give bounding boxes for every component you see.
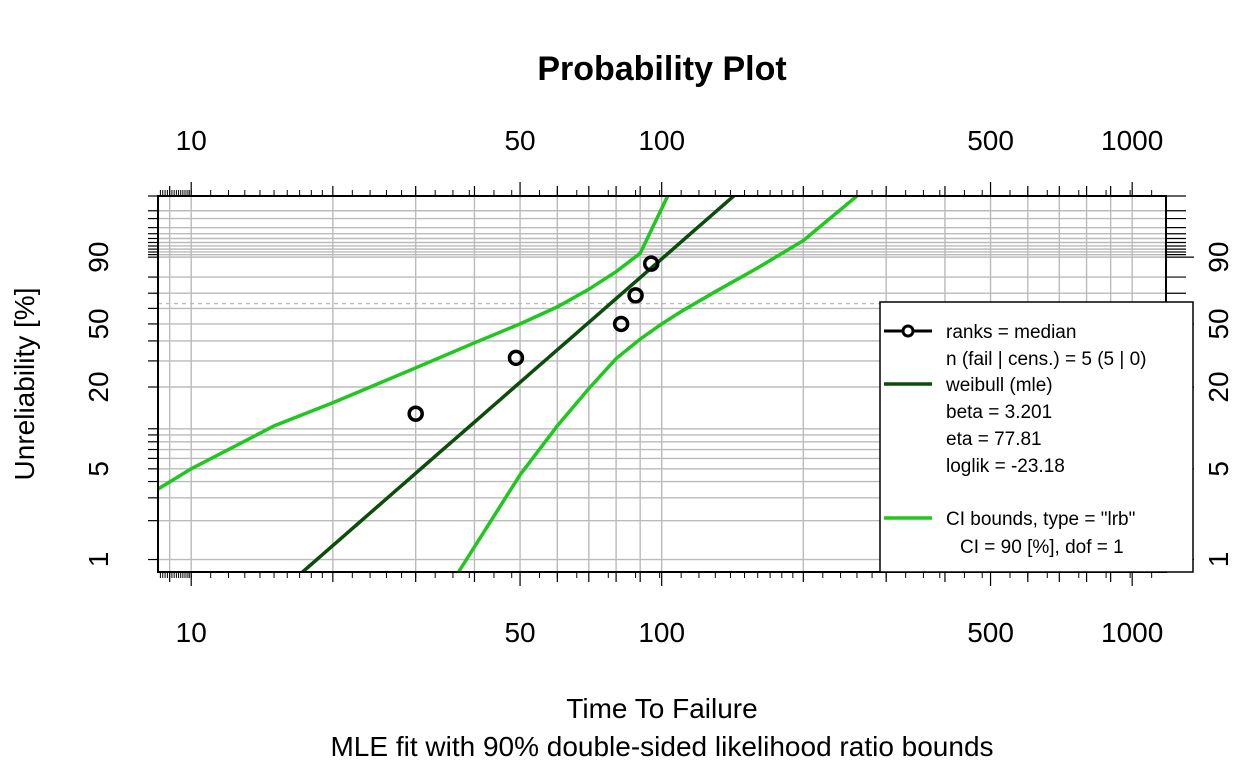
legend: ranks = median n (fail | cens.) = 5 (5 |… — [879, 301, 1194, 573]
x-tick-label-bottom: 500 — [967, 617, 1014, 648]
ci-lower-bound-line — [457, 196, 859, 572]
y-tick-label-left: 5 — [83, 461, 114, 477]
data-point — [642, 255, 660, 272]
y-axis-label: Unreliability [%] — [9, 288, 40, 481]
y-tick-label-right: 5 — [1203, 461, 1234, 477]
x-tick-label-top: 500 — [967, 125, 1014, 156]
plot-curves — [158, 196, 859, 572]
x-tick-label-bottom: 100 — [638, 617, 685, 648]
y-tick-label-left: 90 — [83, 242, 114, 273]
legend-box — [879, 301, 1194, 573]
data-point — [627, 287, 644, 304]
weibull-fit-line — [299, 196, 737, 572]
x-tick-label-bottom: 50 — [504, 617, 535, 648]
tick-labels: 10 10 50 50 100 100 500 500 1000 1000 1 1 5 5 20 20 50 50… — [83, 125, 1234, 648]
y-tick-label-left: 1 — [83, 552, 114, 568]
y-tick-label-right: 90 — [1203, 242, 1234, 273]
legend-fit-eta: eta = 77.81 — [946, 429, 1042, 450]
y-tick-label-right: 20 — [1203, 371, 1234, 402]
legend-points-marker — [901, 324, 915, 338]
x-axis-label: Time To Failure — [566, 693, 757, 724]
x-tick-label-top: 100 — [638, 125, 685, 156]
ci-upper-bound-line — [158, 196, 670, 491]
data-point — [612, 315, 630, 333]
x-tick-label-top: 10 — [176, 125, 207, 156]
data-points — [407, 255, 660, 422]
data-point — [407, 405, 424, 422]
y-tick-label-right: 50 — [1203, 308, 1234, 339]
x-axis-sublabel: MLE fit with 90% double-sided likelihood… — [330, 731, 993, 762]
chart-title: Probability Plot — [537, 50, 786, 88]
y-tick-label-right: 1 — [1203, 552, 1234, 568]
data-point — [507, 349, 525, 367]
legend-fit-loglik: loglik = -23.18 — [946, 456, 1065, 477]
x-tick-label-bottom: 10 — [176, 617, 207, 648]
x-tick-label-top: 50 — [504, 125, 535, 156]
x-tick-label-bottom: 1000 — [1101, 617, 1163, 648]
x-tick-label-top: 1000 — [1101, 125, 1163, 156]
legend-ci-info: CI = 90 [%], dof = 1 — [960, 537, 1124, 558]
legend-points-info: n (fail | cens.) = 5 (5 | 0) — [946, 349, 1146, 370]
legend-ci-label: CI bounds, type = "lrb" — [946, 509, 1135, 530]
legend-fit-label: weibull (mle) — [945, 375, 1053, 396]
legend-points-label: ranks = median — [946, 322, 1076, 343]
legend-fit-beta: beta = 3.201 — [946, 402, 1052, 423]
y-tick-label-left: 20 — [83, 371, 114, 402]
y-tick-label-left: 50 — [83, 308, 114, 339]
